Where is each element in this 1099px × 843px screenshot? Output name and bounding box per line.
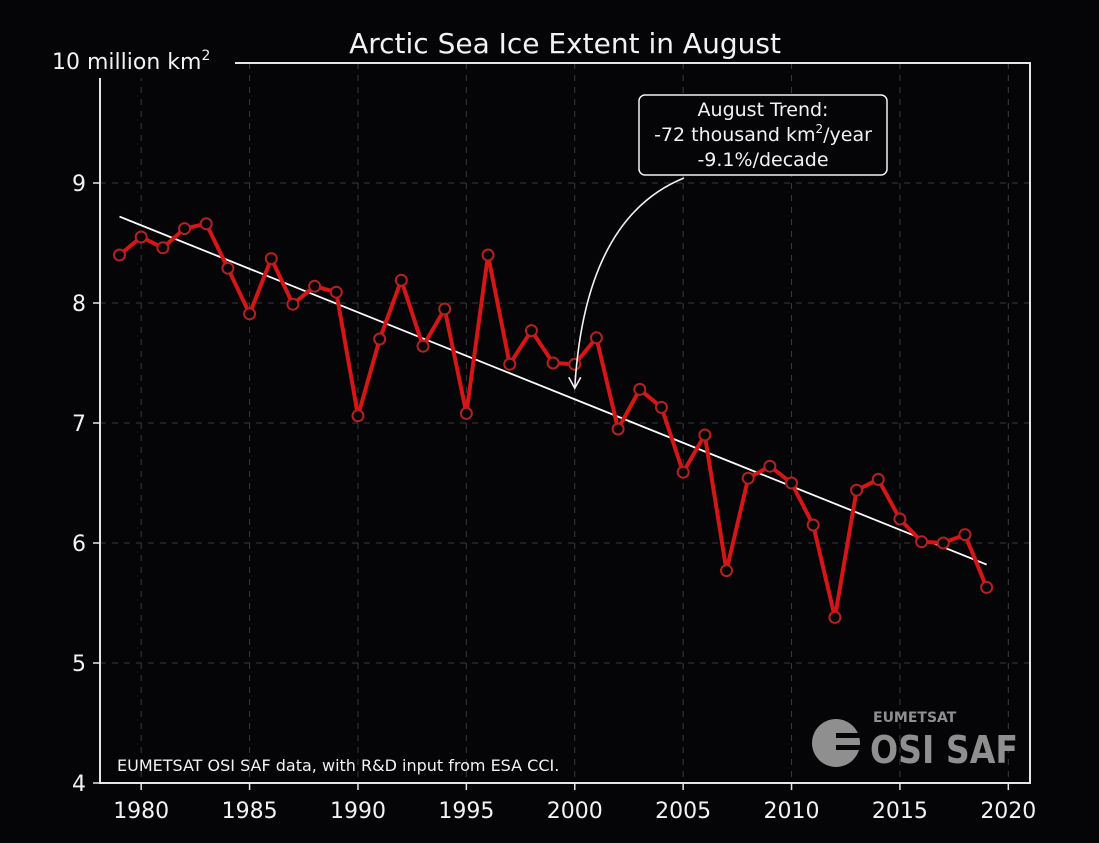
x-axis-ticks: 1980 1985 1990 1995 2000 2005 2010 2015 2020: [113, 783, 1036, 824]
data-point: [698, 428, 712, 442]
data-point: [850, 483, 864, 497]
y-axis-ticks: 4 5 6 7 8 9: [72, 172, 100, 797]
annotation-line-2: -72 thousand km2/year: [654, 122, 872, 146]
data-points: [113, 217, 994, 624]
logo-osisaf-text: OSI SAF: [870, 728, 1018, 772]
data-point: [113, 248, 127, 262]
data-point: [286, 297, 300, 311]
plot-frame: [99, 62, 1031, 784]
data-point: [871, 472, 885, 486]
data-point: [481, 248, 495, 262]
data-point: [373, 332, 387, 346]
x-tick-label: 1985: [222, 799, 278, 824]
data-point: [394, 273, 408, 287]
osi-saf-logo: EUMETSAT OSI SAF: [812, 710, 1018, 772]
data-point: [720, 564, 734, 578]
data-point: [199, 217, 213, 231]
logo-eumetsat-text: EUMETSAT: [873, 710, 957, 726]
data-point: [980, 580, 994, 594]
x-tick-label: 2020: [980, 799, 1036, 824]
trend-annotation: August Trend: -72 thousand km2/year -9.1…: [568, 94, 888, 390]
annotation-line-1: August Trend:: [698, 99, 829, 121]
x-tick-label: 2000: [547, 799, 603, 824]
x-tick-label: 1980: [113, 799, 169, 824]
data-point: [243, 307, 257, 321]
data-point: [828, 610, 842, 624]
data-point: [633, 382, 647, 396]
data-point: [156, 241, 170, 255]
grid-lines: [100, 63, 1030, 784]
data-point: [741, 471, 755, 485]
y-unit-label: 10 million km2: [52, 48, 210, 75]
y-tick-label: 4: [72, 772, 86, 797]
data-point: [785, 476, 799, 490]
data-point: [893, 512, 907, 526]
annotation-arrowhead: [568, 376, 582, 390]
x-tick-label: 2010: [764, 799, 820, 824]
data-point: [676, 465, 690, 479]
y-tick-label: 5: [72, 652, 86, 677]
data-point: [763, 459, 777, 473]
data-point: [221, 261, 235, 275]
data-point: [654, 400, 668, 414]
y-tick-label: 8: [72, 292, 86, 317]
annotation-box: [638, 94, 888, 176]
data-point: [524, 324, 538, 338]
data-point: [308, 279, 322, 293]
data-point: [134, 230, 148, 244]
data-point: [351, 409, 365, 423]
data-point: [936, 536, 950, 550]
data-point: [546, 356, 560, 370]
x-tick-label: 2015: [872, 799, 928, 824]
data-credit: EUMETSAT OSI SAF data, with R&D input fr…: [117, 756, 559, 775]
annotation-arrow: [573, 177, 685, 389]
annotation-line-3: -9.1%/decade: [697, 149, 828, 171]
y-tick-label: 7: [72, 412, 86, 437]
chart-title: Arctic Sea Ice Extent in August: [349, 27, 781, 60]
x-tick-label: 1995: [438, 799, 494, 824]
y-tick-label: 9: [72, 172, 86, 197]
data-point: [915, 535, 929, 549]
x-tick-label: 2005: [655, 799, 711, 824]
data-point: [503, 357, 517, 371]
y-unit-label-background: [50, 44, 235, 78]
data-point: [329, 285, 343, 299]
logo-stripe-icon: [836, 733, 862, 738]
data-point: [438, 302, 452, 316]
data-point: [264, 252, 278, 266]
logo-stripe-icon: [836, 745, 862, 750]
data-point: [611, 422, 625, 436]
logo-globe-icon: [812, 719, 860, 767]
data-point: [958, 528, 972, 542]
x-tick-label: 1990: [330, 799, 386, 824]
data-point: [806, 518, 820, 532]
data-point: [459, 406, 473, 420]
data-point: [568, 357, 582, 371]
y-tick-label: 6: [72, 532, 86, 557]
data-point: [589, 331, 603, 345]
data-point: [178, 222, 192, 236]
data-point: [416, 339, 430, 353]
